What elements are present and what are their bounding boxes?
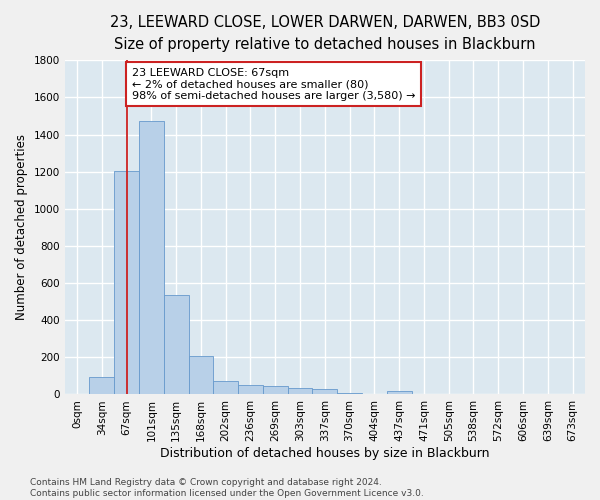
Title: 23, LEEWARD CLOSE, LOWER DARWEN, DARWEN, BB3 0SD
Size of property relative to de: 23, LEEWARD CLOSE, LOWER DARWEN, DARWEN,…	[110, 15, 540, 52]
Text: 23 LEEWARD CLOSE: 67sqm
← 2% of detached houses are smaller (80)
98% of semi-det: 23 LEEWARD CLOSE: 67sqm ← 2% of detached…	[131, 68, 415, 101]
Bar	[263, 386, 287, 394]
Bar	[337, 392, 362, 394]
Bar	[114, 171, 139, 394]
Y-axis label: Number of detached properties: Number of detached properties	[15, 134, 28, 320]
Bar	[188, 356, 214, 395]
Bar	[238, 385, 263, 394]
Bar	[139, 120, 164, 394]
Bar	[313, 390, 337, 394]
Bar	[287, 388, 313, 394]
Text: Contains HM Land Registry data © Crown copyright and database right 2024.
Contai: Contains HM Land Registry data © Crown c…	[30, 478, 424, 498]
X-axis label: Distribution of detached houses by size in Blackburn: Distribution of detached houses by size …	[160, 447, 490, 460]
Bar	[164, 295, 188, 394]
Bar	[387, 390, 412, 394]
Bar	[214, 380, 238, 394]
Bar	[89, 377, 114, 394]
